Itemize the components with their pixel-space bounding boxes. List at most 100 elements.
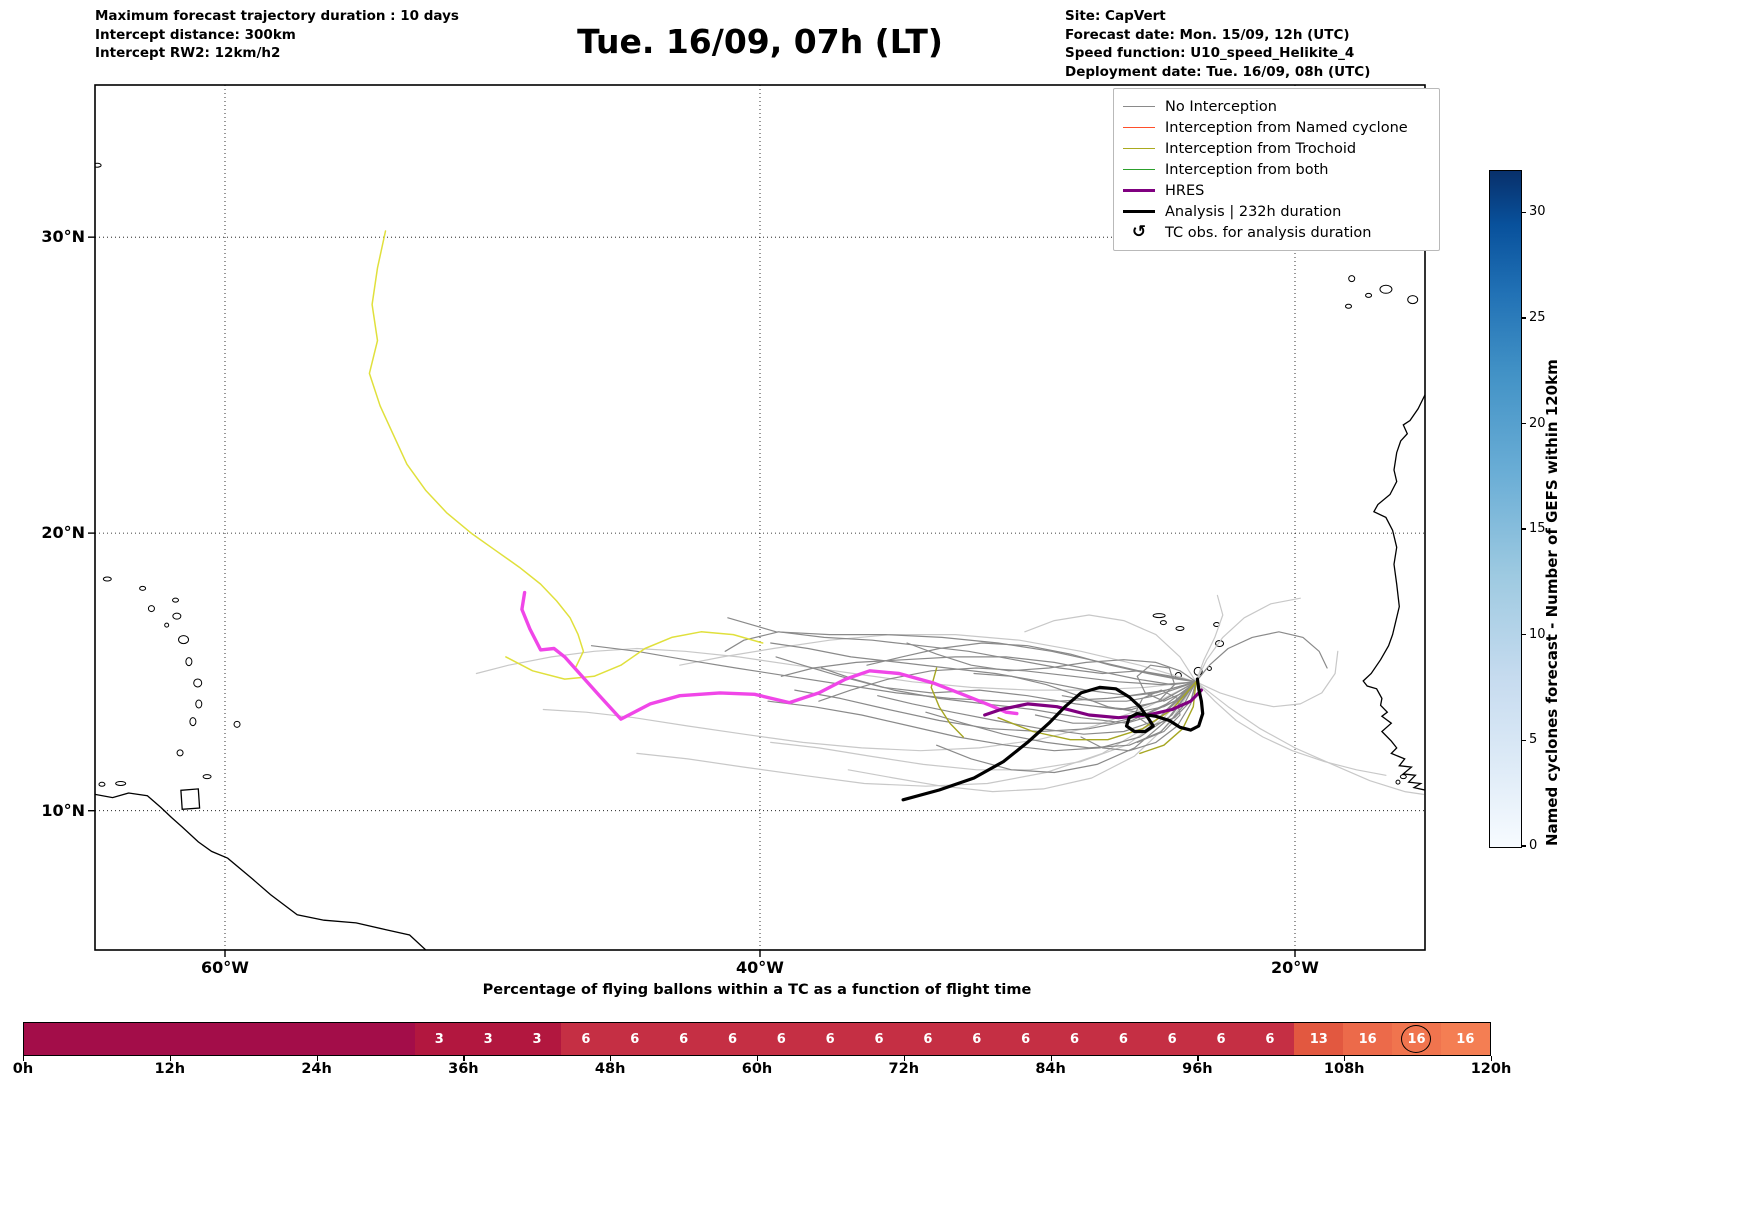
- island: [1395, 779, 1401, 785]
- island: [176, 749, 184, 757]
- bar-segment: 6: [1001, 1023, 1051, 1055]
- map-legend: No Interception Interception from Named c…: [1113, 88, 1440, 251]
- bar-segment-value: 6: [1069, 1031, 1079, 1047]
- legend-item: Analysis | 232h duration: [1123, 201, 1430, 222]
- bar-segment: [366, 1023, 415, 1055]
- track-gefs-gray-8: [973, 672, 1197, 713]
- track-gefs-light-6: [1195, 650, 1339, 708]
- bar-segment: 6: [805, 1023, 855, 1055]
- island: [172, 612, 182, 620]
- colorbar-tick-label: 25: [1529, 309, 1546, 325]
- figure-title: Tue. 16/09, 07h (LT): [577, 22, 943, 61]
- site-info: Site: CapVert Forecast date: Mon. 15/09,…: [1065, 7, 1370, 81]
- bar-segment-value: 6: [825, 1031, 835, 1047]
- legend-label: Interception from Named cyclone: [1165, 119, 1408, 136]
- colorbar-tick: [1521, 528, 1526, 530]
- bar-segment-value: 6: [1118, 1031, 1128, 1047]
- track-hres-track: [983, 688, 1203, 720]
- coastline-south-america: [95, 792, 427, 950]
- intercept-rw2-text: Intercept RW2: 12km/h2: [95, 45, 281, 61]
- lon-tick-label: 60°W: [201, 958, 249, 977]
- cyclone-obs-icon: ↺: [1131, 222, 1147, 242]
- bar-segment-value: 6: [679, 1031, 689, 1047]
- bar-segment: 6: [952, 1023, 1002, 1055]
- bar-segment-value: 6: [1265, 1031, 1275, 1047]
- bar-axis-tick: [757, 1056, 759, 1061]
- island: [1159, 620, 1167, 626]
- legend-label: Interception from Trochoid: [1165, 140, 1357, 157]
- bar-segment: 6: [1098, 1023, 1148, 1055]
- track-trochoid-yellow-long: [368, 230, 585, 669]
- legend-label: HRES: [1165, 182, 1205, 199]
- track-gefs-light-10: [1024, 614, 1197, 683]
- colorbar-tick: [1521, 845, 1526, 847]
- track-gefs-gray-11: [590, 645, 1197, 702]
- island: [1345, 303, 1352, 309]
- bar-segment-value: 3: [532, 1031, 542, 1047]
- lon-tick-label: 40°W: [736, 958, 784, 977]
- bar-segment: [317, 1023, 367, 1055]
- track-gefs-gray-20: [818, 667, 1197, 702]
- track-gefs-gray-14: [1080, 681, 1197, 752]
- track-analysis-track: [901, 677, 1205, 802]
- site-text: Site: CapVert: [1065, 8, 1166, 24]
- track-gefs-gray-18: [1099, 664, 1197, 711]
- bar-segment-value: 6: [972, 1031, 982, 1047]
- track-gefs-gray-22: [1061, 681, 1197, 702]
- island: [195, 699, 203, 709]
- bar-segment-value: 6: [1216, 1031, 1226, 1047]
- track-gefs-gray-17: [727, 617, 1197, 683]
- track-gefs-light-9: [679, 634, 1197, 683]
- track-tc-track-magenta: [520, 590, 1019, 721]
- colorbar-label: Named cyclones forecast - Number of GEFS…: [1543, 359, 1561, 846]
- lon-tick-label: 20°W: [1271, 958, 1319, 977]
- bar-axis-tick-label: 36h: [448, 1061, 479, 1077]
- colorbar-tick: [1521, 317, 1526, 319]
- bar-segment: 3: [414, 1023, 464, 1055]
- forecast-date-text: Forecast date: Mon. 15/09, 12h (UTC): [1065, 26, 1350, 43]
- colorbar-tick: [1521, 739, 1526, 742]
- speed-function-text: Speed function: U10_speed_Helikite_4: [1065, 45, 1355, 61]
- legend-label: No Interception: [1165, 98, 1277, 115]
- legend-item: Interception from Named cyclone: [1123, 117, 1430, 138]
- track-gefs-gray-3: [775, 656, 1197, 711]
- island: [185, 657, 193, 667]
- island: [202, 774, 212, 780]
- legend-label: TC obs. for analysis duration: [1165, 224, 1372, 241]
- track-gefs-gray-21: [936, 681, 1197, 774]
- track-gefs-light-8: [475, 647, 1197, 691]
- lat-tick-label: 30°N: [41, 227, 85, 247]
- bar-axis-tick: [463, 1056, 465, 1061]
- bar-segment: 6: [610, 1023, 660, 1055]
- bar-axis-tick-label: 24h: [301, 1061, 332, 1077]
- bar-axis-tick: [316, 1056, 318, 1061]
- bar-axis-tick: [1197, 1056, 1199, 1061]
- bar-segment: 6: [854, 1023, 904, 1055]
- bar-axis-tick: [1344, 1056, 1346, 1061]
- bar-axis-tick-label: 120h: [1470, 1061, 1512, 1077]
- green-line-swatch: [1123, 169, 1155, 170]
- legend-item: HRES: [1123, 180, 1430, 201]
- track-trochoid-yellow-2: [505, 631, 764, 680]
- bar-axis-tick-label: 60h: [741, 1061, 773, 1077]
- bar-axis-tick: [610, 1056, 612, 1061]
- island: [1399, 774, 1407, 780]
- bar-segment: 6: [561, 1023, 611, 1055]
- bar-axis-tick-label: 12h: [154, 1061, 186, 1077]
- flight-time-bar: 3 3 3 6 6 6 6 6 6 6 6 6 6 6 6 6 6 6 13 16 16 16: [23, 1022, 1491, 1056]
- colorbar-tick: [1521, 634, 1526, 636]
- bar-segment-value: 6: [776, 1031, 786, 1047]
- bar-segment: 3: [512, 1023, 562, 1055]
- colorbar-tick: [1521, 422, 1526, 425]
- island: [193, 678, 203, 688]
- track-trochoid-olive-3: [930, 667, 964, 738]
- island: [178, 635, 190, 645]
- bar-segment: 13: [1294, 1023, 1344, 1055]
- bar-segment: [170, 1023, 220, 1055]
- bar-segment: [268, 1023, 318, 1055]
- track-gefs-gray-10: [780, 656, 1197, 686]
- track-gefs-gray-13: [1195, 631, 1328, 683]
- bar-segment: 6: [1050, 1023, 1099, 1055]
- island: [139, 585, 147, 591]
